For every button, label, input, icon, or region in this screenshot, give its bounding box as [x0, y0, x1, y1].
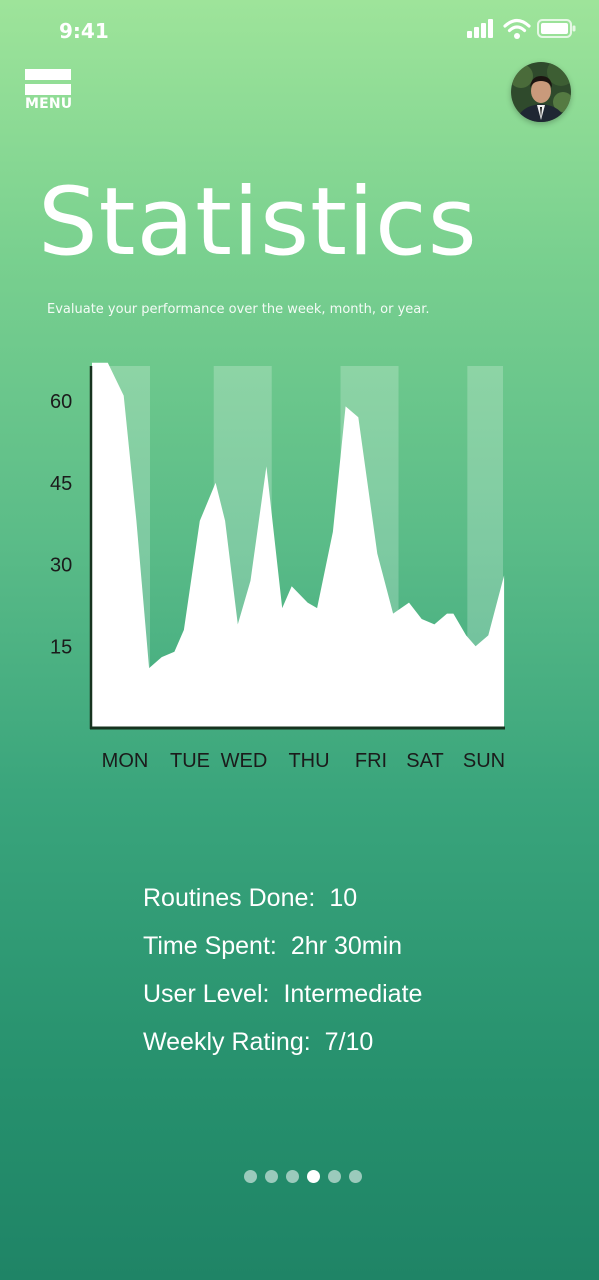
x-tick-label: FRI — [355, 750, 387, 772]
menu-icon — [25, 69, 71, 80]
x-tick-label: SAT — [406, 750, 443, 772]
stat-label: User Level: — [143, 980, 270, 1008]
menu-label: MENU — [25, 96, 73, 112]
x-tick-label: THU — [288, 750, 329, 772]
y-tick-label: 60 — [50, 391, 72, 413]
weekly-performance-chart: 1530456075MONTUEWEDTHUFRISATSUN — [50, 362, 505, 772]
stat-routines-done: Routines Done: 10 — [143, 884, 422, 932]
status-time: 9:41 — [59, 19, 109, 43]
wifi-icon — [503, 18, 531, 39]
battery-icon — [537, 19, 576, 38]
stat-label: Weekly Rating: — [143, 1028, 311, 1056]
signal-icon — [467, 19, 493, 38]
stats-summary: Routines Done: 10 Time Spent: 2hr 30min Us… — [143, 884, 422, 1076]
x-tick-label: MON — [102, 750, 149, 772]
stat-time-spent: Time Spent: 2hr 30min — [143, 932, 422, 980]
page-title: Statistics — [38, 168, 478, 277]
page-dot[interactable] — [244, 1170, 257, 1183]
status-bar: 9:41 — [0, 0, 599, 60]
x-tick-label: WED — [221, 750, 268, 772]
user-avatar-icon — [511, 62, 571, 122]
stat-label: Routines Done: — [143, 884, 316, 912]
page-dot-active[interactable] — [307, 1170, 320, 1183]
stat-value: 7/10 — [324, 1028, 374, 1056]
stat-weekly-rating: Weekly Rating: 7/10 — [143, 1028, 422, 1076]
page-dot[interactable] — [265, 1170, 278, 1183]
page-dot[interactable] — [286, 1170, 299, 1183]
y-tick-label: 45 — [50, 473, 72, 495]
page-dot[interactable] — [349, 1170, 362, 1183]
stat-user-level: User Level: Intermediate — [143, 980, 422, 1028]
stat-value: 2hr 30min — [290, 932, 403, 960]
y-tick-label: 30 — [50, 555, 72, 577]
menu-button[interactable]: MENU — [25, 69, 73, 113]
x-tick-label: TUE — [170, 750, 210, 772]
stat-value: Intermediate — [283, 980, 423, 1008]
stat-label: Time Spent: — [143, 932, 277, 960]
y-tick-label: 15 — [50, 636, 72, 658]
avatar[interactable] — [511, 62, 571, 122]
page-dot[interactable] — [328, 1170, 341, 1183]
stat-value: 10 — [329, 884, 358, 912]
performance-area — [92, 362, 505, 728]
x-tick-label: SUN — [463, 750, 505, 772]
page-subtitle: Evaluate your performance over the week,… — [47, 302, 430, 317]
status-icons — [467, 18, 577, 44]
